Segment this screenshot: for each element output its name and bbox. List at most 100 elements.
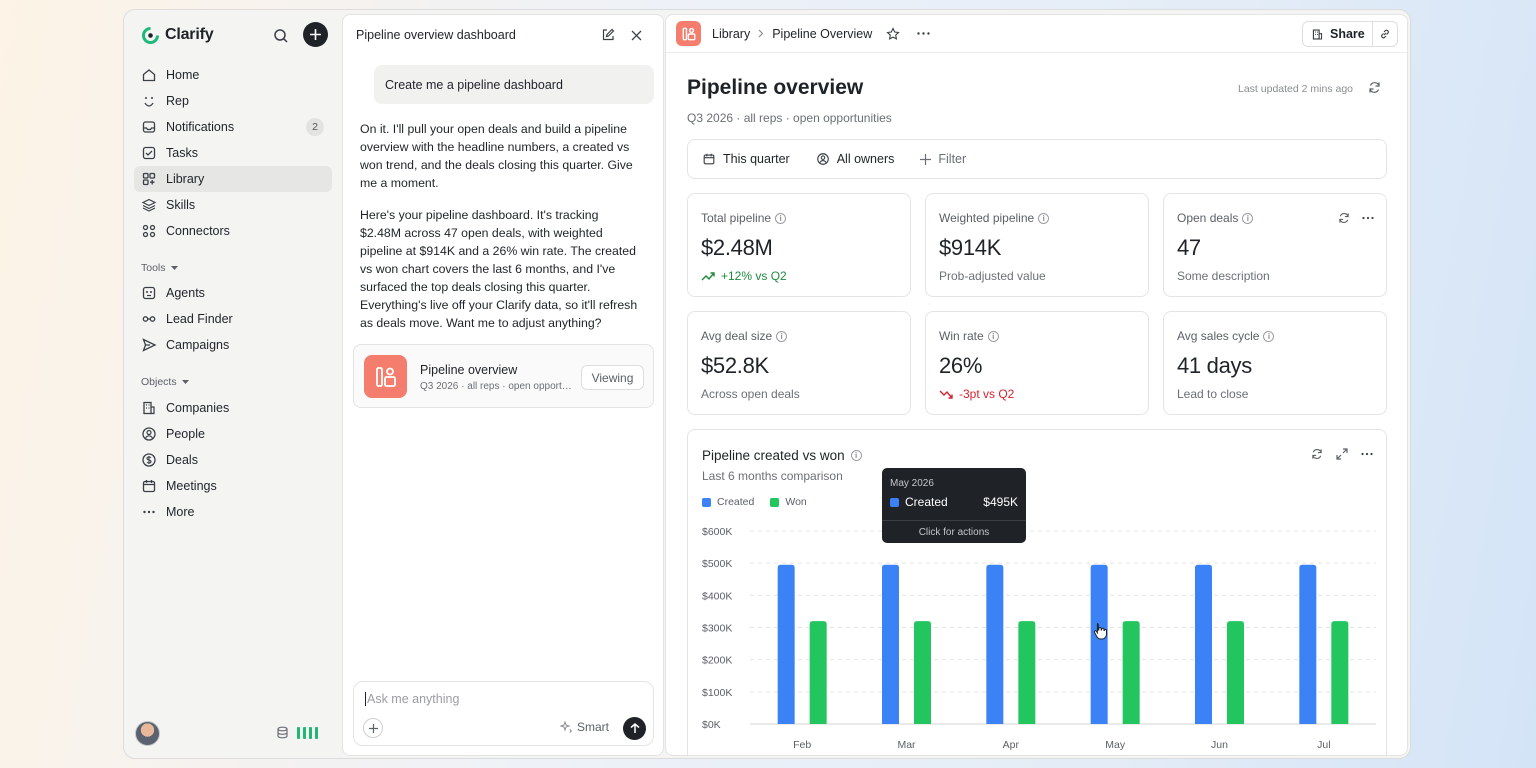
metric-value: $2.48M (701, 235, 773, 260)
nav-more[interactable]: More (134, 499, 332, 525)
metric-value: $52.8K (701, 353, 769, 378)
star-icon[interactable] (886, 26, 900, 41)
nav-campaigns[interactable]: Campaigns (134, 332, 332, 358)
metric-card-win-rate[interactable]: Win rate i 26% -3pt vs Q2 (925, 311, 1149, 415)
nav-agents[interactable]: Agents (134, 280, 332, 306)
database-icon[interactable] (276, 726, 289, 739)
close-icon[interactable] (622, 30, 650, 41)
filter-bar: This quarter All owners Filter (687, 139, 1387, 179)
tooltip-row: Created $495K (890, 495, 1018, 509)
tools-nav: Agents Lead Finder Campaigns (134, 280, 332, 358)
search-icon[interactable] (272, 27, 290, 45)
refresh-icon[interactable] (1368, 81, 1381, 94)
legend-label: Created (717, 496, 755, 508)
period-filter[interactable]: This quarter (702, 152, 790, 166)
user-message: Create me a pipeline dashboard (374, 65, 654, 104)
dashboard-icon (364, 355, 407, 398)
tooltip-action[interactable]: Click for actions (882, 520, 1026, 543)
nav-tasks[interactable]: Tasks (134, 140, 332, 166)
page-title: Pipeline overview (687, 76, 864, 99)
user-avatar[interactable] (135, 721, 160, 746)
nav-connectors[interactable]: Connectors (134, 218, 332, 244)
attach-button[interactable] (363, 718, 383, 738)
nav-lead-finder[interactable]: Lead Finder (134, 306, 332, 332)
info-icon[interactable]: i (776, 330, 788, 342)
refresh-icon[interactable] (1338, 212, 1350, 224)
legend-swatch (702, 497, 711, 507)
metric-label-text: Open deals (1177, 211, 1239, 225)
chat-title: Pipeline overview dashboard (356, 28, 516, 42)
bar-won (1122, 621, 1140, 724)
expand-icon[interactable] (1336, 448, 1348, 460)
nav-skills[interactable]: Skills (134, 192, 332, 218)
objects-section-header[interactable]: Objects (141, 376, 189, 388)
nav-label: Library (166, 172, 205, 186)
calendar-icon (703, 153, 715, 165)
artifact-card[interactable]: Pipeline overview Q3 2026 · all reps · o… (353, 344, 654, 408)
info-icon[interactable]: i (987, 330, 999, 342)
nav-library[interactable]: Library (134, 166, 332, 192)
breadcrumb-library[interactable]: Library (712, 26, 751, 41)
y-tick-label: $600K (702, 526, 732, 538)
lead-finder-icon (142, 316, 156, 322)
more-options-icon[interactable] (1361, 448, 1373, 460)
send-button[interactable] (623, 717, 646, 740)
info-icon[interactable]: i (1038, 212, 1050, 224)
rep-icon (144, 97, 154, 107)
tooltip-value: $495K (983, 495, 1018, 509)
nav-companies[interactable]: Companies (134, 395, 332, 421)
metric-card-avg-deal-size[interactable]: Avg deal size i $52.8K Across open deals (687, 311, 911, 415)
info-icon[interactable]: i (775, 212, 787, 224)
legend-item-won[interactable]: Won (770, 496, 807, 508)
arrow-up-icon (630, 723, 639, 733)
metric-card-open-deals[interactable]: Open deals i 47 Some description (1163, 193, 1387, 297)
y-tick-label: $0K (702, 719, 721, 731)
chart-card: Pipeline created vs won i Last 6 months … (687, 429, 1387, 755)
tools-section-header[interactable]: Tools (141, 262, 178, 274)
refresh-icon[interactable] (1311, 448, 1323, 460)
metric-card-total-pipeline[interactable]: Total pipeline i $2.48M +12% vs Q2 (687, 193, 911, 297)
page-subtitle: Q3 2026 · all reps · open opportunities (687, 111, 892, 125)
person-icon (142, 427, 156, 441)
nav-home[interactable]: Home (134, 62, 332, 88)
nav-deals[interactable]: Deals (134, 447, 332, 473)
new-chat-button[interactable] (303, 22, 328, 47)
x-tick-label: May (1105, 739, 1126, 751)
metric-card-avg-sales-cycle[interactable]: Avg sales cycle i 41 days Lead to close (1163, 311, 1387, 415)
artifact-subtitle: Q3 2026 · all reps · open opportunities (420, 381, 572, 392)
info-icon[interactable]: i (1263, 330, 1275, 342)
legend-item-created[interactable]: Created (702, 496, 754, 508)
chevron-right-icon (758, 29, 764, 38)
nav-rep[interactable]: Rep (134, 88, 332, 114)
copy-link-icon[interactable] (1373, 28, 1397, 40)
nav-meetings[interactable]: Meetings (134, 473, 332, 499)
nav-label: Rep (166, 94, 189, 108)
nav-people[interactable]: People (134, 421, 332, 447)
chat-panel: Pipeline overview dashboard Create me a … (342, 14, 664, 756)
viewing-button[interactable]: Viewing (581, 365, 644, 390)
edit-icon[interactable] (594, 28, 622, 42)
last-updated: Last updated 2 mins ago (1238, 83, 1353, 95)
dashboard-panel: Library Pipeline Overview Share Pipeline… (665, 14, 1408, 756)
more-options-icon[interactable] (1362, 212, 1374, 224)
metric-card-weighted-pipeline[interactable]: Weighted pipeline i $914K Prob-adjusted v… (925, 193, 1149, 297)
chart-title-row: Pipeline created vs won i (702, 448, 862, 463)
y-tick-label: $100K (702, 687, 732, 699)
share-button[interactable]: Share (1303, 22, 1373, 46)
bar-created (1195, 564, 1212, 724)
info-icon[interactable]: i (1242, 212, 1254, 224)
brand[interactable]: Clarify (142, 26, 214, 44)
bar-created (986, 564, 1004, 724)
owners-filter[interactable]: All owners (816, 152, 894, 166)
dashboard-icon (676, 21, 701, 46)
add-filter-button[interactable]: Filter (920, 152, 966, 166)
nav-notifications[interactable]: Notifications 2 (134, 114, 332, 140)
breadcrumb-current: Pipeline Overview (772, 26, 873, 41)
mode-selector[interactable]: Smart (560, 720, 609, 734)
chat-input[interactable]: Ask me anything (365, 692, 460, 706)
info-icon[interactable]: i (850, 450, 862, 461)
metric-label-text: Avg deal size (701, 329, 773, 343)
x-tick-label: Mar (897, 739, 916, 751)
more-options-icon[interactable] (917, 32, 930, 35)
chart-tooltip[interactable]: May 2026 Created $495K Click for actions (882, 468, 1026, 543)
